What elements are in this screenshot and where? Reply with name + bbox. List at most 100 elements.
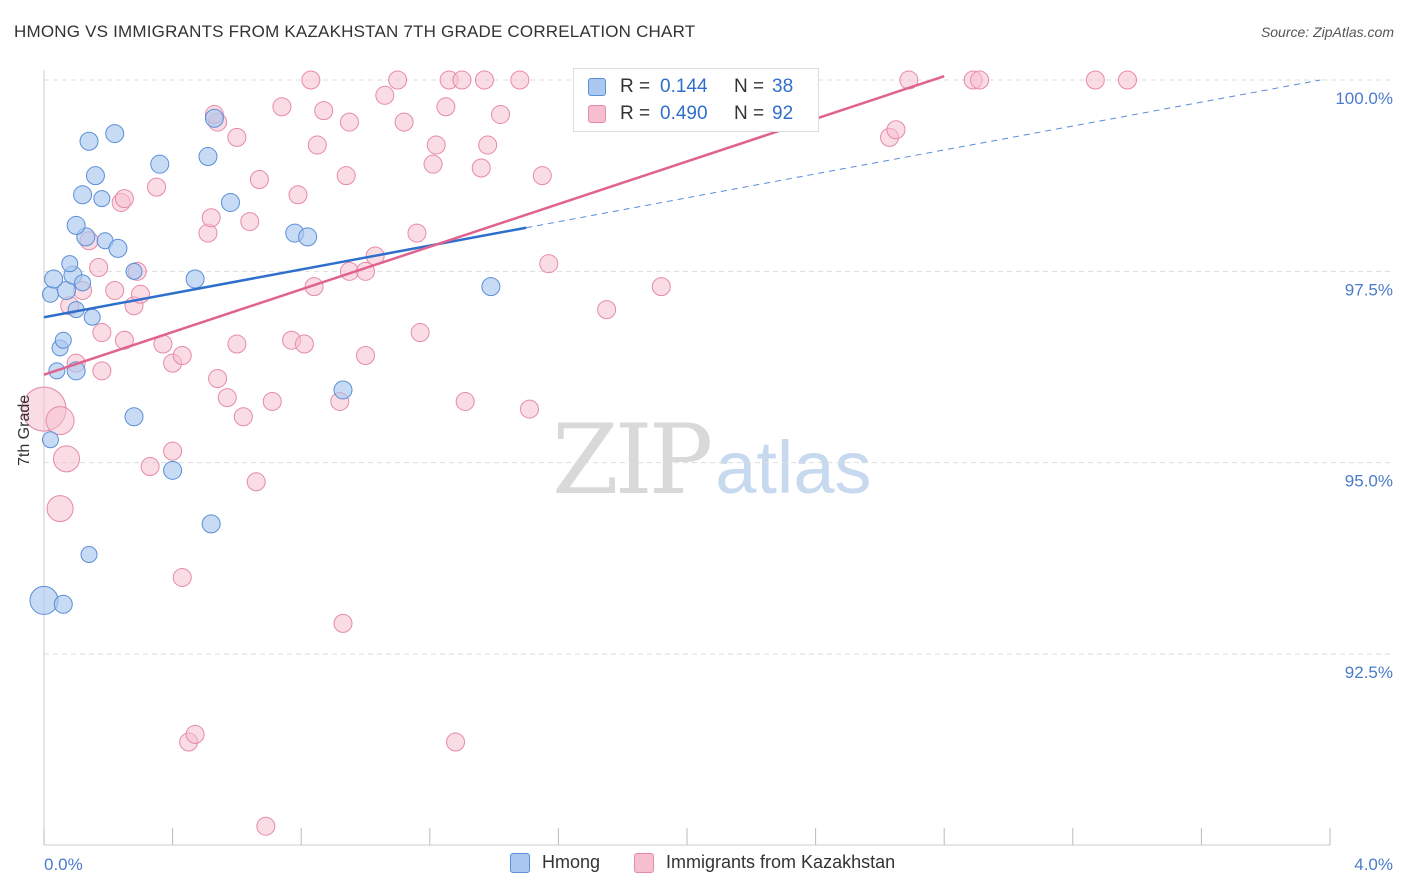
hmong-point	[333, 380, 353, 400]
series-label-hmong: Hmong	[542, 852, 601, 872]
hmong-point	[79, 131, 99, 151]
legend-r-label: R =	[620, 76, 651, 97]
hmong-point	[481, 277, 501, 297]
series-swatch-hmong	[510, 852, 530, 873]
series-label-kazakhstan: Immigrants from Kazakhstan	[666, 852, 896, 872]
kazakhstan-point	[886, 120, 906, 140]
kazakhstan-point	[407, 223, 427, 243]
kazakhstan-point	[478, 135, 498, 155]
hmong-point	[41, 431, 59, 449]
kazakhstan-point	[307, 135, 327, 155]
x-tick-label-min: 0.0%	[44, 855, 83, 874]
kazakhstan-point	[333, 613, 353, 633]
kazakhstan-point	[172, 567, 192, 587]
kazakhstan-point	[89, 258, 109, 278]
legend-n-value: 92	[772, 103, 794, 124]
kazakhstan-point	[201, 208, 221, 228]
hmong-point	[80, 546, 98, 564]
kazakhstan-point	[227, 334, 247, 354]
legend-swatch-kazakhstan	[588, 105, 606, 123]
kazakhstan-point	[519, 399, 539, 419]
kazakhstan-point	[147, 177, 167, 197]
kazakhstan-point	[474, 70, 494, 90]
series-legend-hmong[interactable]: Hmong	[510, 852, 600, 873]
hmong-point	[124, 407, 144, 427]
kazakhstan-point	[339, 112, 359, 132]
hmong-point	[73, 185, 93, 205]
hmong-trend-extension	[526, 79, 1321, 229]
kazakhstan-point	[249, 169, 269, 189]
legend-row-kazakhstan: R = 0.490 N = 92	[588, 102, 846, 126]
kazakhstan-point	[246, 472, 266, 492]
legend-n-label: N =	[734, 76, 765, 97]
kazakhstan-point	[46, 495, 74, 523]
kazakhstan-point	[423, 154, 443, 174]
legend-n-label: N =	[734, 103, 765, 124]
kazakhstan-point	[597, 300, 617, 320]
kazakhstan-point	[455, 391, 475, 411]
hmong-point	[220, 192, 240, 212]
kazakhstan-point	[452, 70, 472, 90]
kazakhstan-point	[301, 70, 321, 90]
kazakhstan-point	[114, 189, 134, 209]
kazakhstan-point	[446, 732, 466, 752]
chart-title: HMONG VS IMMIGRANTS FROM KAZAKHSTAN 7TH …	[14, 22, 696, 41]
hmong-point	[125, 262, 143, 280]
hmong-point	[44, 269, 64, 289]
hmong-point	[201, 514, 221, 534]
x-tick-label-max: 4.0%	[1354, 855, 1393, 874]
kazakhstan-point	[227, 127, 247, 147]
kazakhstan-point	[491, 104, 511, 124]
correlation-legend: R = 0.144 N = 38 R = 0.490 N = 92	[573, 68, 819, 132]
hmong-point	[150, 154, 170, 174]
legend-row-hmong: R = 0.144 N = 38	[588, 75, 846, 99]
kazakhstan-point	[375, 85, 395, 105]
hmong-point	[198, 147, 218, 167]
hmong-point	[185, 269, 205, 289]
kazakhstan-point	[233, 407, 253, 427]
hmong-point	[53, 594, 73, 614]
kazakhstan-point	[471, 158, 491, 178]
legend-swatch-hmong	[588, 78, 606, 96]
kazakhstan-point	[356, 346, 375, 366]
kazakhstan-point	[92, 361, 112, 381]
kazakhstan-points	[21, 70, 1137, 836]
kazakhstan-point	[208, 368, 228, 388]
hmong-points	[29, 108, 501, 615]
kazakhstan-point	[539, 254, 559, 274]
tick-labels: 92.5% 95.0% 97.5% 100.0% 0.0% 4.0%	[44, 89, 1393, 874]
hmong-point	[105, 124, 125, 144]
kazakhstan-point	[1117, 70, 1137, 90]
series-legend-kazakhstan[interactable]: Immigrants from Kazakhstan	[634, 852, 895, 873]
kazakhstan-point	[304, 277, 324, 297]
axis-layer	[43, 70, 1331, 846]
hmong-point	[66, 215, 86, 235]
kazakhstan-point	[198, 223, 218, 243]
hmong-point	[83, 308, 101, 326]
watermark-zip: ZIP	[552, 404, 713, 516]
kazakhstan-point	[388, 70, 408, 90]
kazakhstan-point	[510, 70, 530, 90]
y-axis-label: 7th Grade	[16, 394, 33, 466]
source-label: Source: ZipAtlas.com	[1260, 24, 1394, 40]
kazakhstan-point	[314, 101, 334, 121]
series-legend: Hmong Immigrants from Kazakhstan	[510, 852, 929, 873]
hmong-point	[163, 460, 183, 480]
kazakhstan-point	[262, 391, 282, 411]
legend-r-value: 0.144	[660, 76, 708, 97]
kazakhstan-point	[436, 97, 456, 117]
kazakhstan-point	[172, 346, 192, 366]
hmong-point	[204, 108, 224, 128]
hmong-point	[41, 285, 59, 303]
kazakhstan-point	[163, 441, 183, 461]
hmong-point	[54, 331, 72, 349]
kazakhstan-point	[426, 135, 446, 155]
y-tick-label: 97.5%	[1345, 280, 1393, 299]
kazakhstan-point	[272, 97, 292, 117]
hmong-point	[108, 238, 128, 258]
hmong-point	[29, 585, 59, 615]
y-tick-label: 95.0%	[1345, 472, 1393, 491]
kazakhstan-point	[394, 112, 414, 132]
hmong-point	[85, 166, 105, 186]
hmong-point	[74, 274, 92, 292]
